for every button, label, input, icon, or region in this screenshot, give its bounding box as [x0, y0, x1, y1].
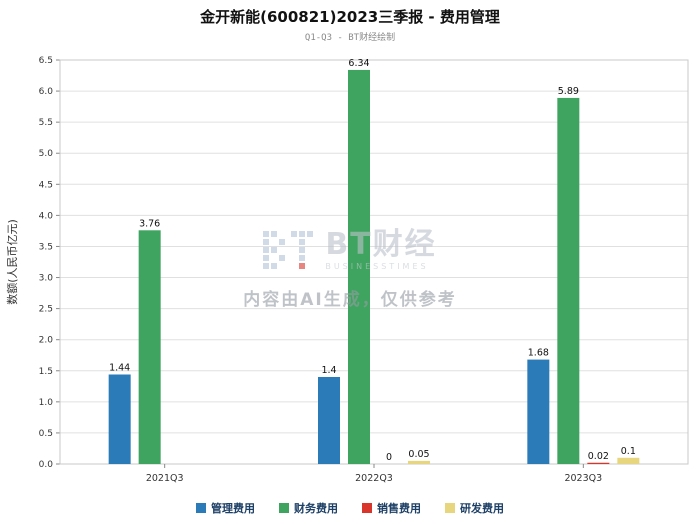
legend-swatch: [196, 503, 206, 513]
legend-item-0: 管理费用: [196, 500, 255, 516]
legend-item-1: 财务费用: [279, 500, 338, 516]
bar-value-label: 1.44: [109, 362, 130, 373]
y-tick-label: 3.0: [39, 274, 54, 284]
bar-value-label: 0.05: [408, 449, 429, 460]
y-tick-label: 3.5: [39, 242, 53, 252]
y-tick-label: 0.5: [39, 429, 53, 439]
legend-swatch: [362, 503, 372, 513]
bar-value-label: 5.89: [558, 86, 579, 97]
legend-label: 财务费用: [294, 502, 338, 515]
legend-item-2: 销售费用: [362, 500, 421, 516]
legend-label: 研发费用: [460, 502, 504, 515]
bar: [527, 359, 550, 464]
y-tick-label: 5.5: [39, 118, 53, 128]
legend-label: 销售费用: [377, 502, 421, 515]
x-tick-label: 2022Q3: [355, 473, 393, 484]
bar-value-label: 0.02: [588, 451, 609, 462]
x-tick-label: 2021Q3: [146, 473, 184, 484]
y-tick-label: 2.5: [39, 305, 53, 315]
chart-title: 金开新能(600821)2023三季报 - 费用管理: [200, 8, 500, 26]
y-tick-label: 2.0: [39, 336, 54, 346]
bar: [348, 69, 370, 464]
bar-value-label: 0: [386, 452, 392, 463]
bar: [557, 97, 580, 464]
bar: [587, 462, 610, 464]
bar: [617, 457, 640, 464]
y-tick-label: 1.0: [39, 398, 54, 408]
bar: [408, 460, 430, 464]
bar-value-label: 0.1: [621, 446, 636, 457]
legend-item-3: 研发费用: [445, 500, 504, 516]
bar: [318, 376, 340, 464]
chart-legend: 管理费用 财务费用 销售费用 研发费用: [0, 500, 700, 516]
bar-value-label: 3.76: [139, 218, 160, 229]
y-tick-label: 1.5: [39, 367, 53, 377]
legend-swatch: [279, 503, 289, 513]
bar: [108, 374, 131, 464]
y-axis-label: 数额(人民币亿元): [6, 219, 19, 305]
bar-value-label: 6.34: [348, 58, 369, 69]
bar-value-label: 1.4: [321, 365, 336, 376]
y-tick-label: 6.0: [39, 87, 54, 97]
y-tick-label: 0.0: [39, 460, 54, 470]
bar: [138, 230, 161, 464]
legend-label: 管理费用: [211, 502, 255, 515]
bar-value-label: 1.68: [528, 348, 549, 359]
chart-subtitle: Q1-Q3 - BT财经绘制: [304, 33, 396, 43]
y-tick-label: 6.5: [39, 56, 53, 66]
y-tick-label: 4.0: [39, 211, 54, 221]
y-tick-label: 4.5: [39, 180, 53, 190]
legend-swatch: [445, 503, 455, 513]
y-tick-label: 5.0: [39, 149, 54, 159]
bar-chart-canvas: 0.0 0.5 1.0 1.5 2.0 2.5 3.0 3.5 4.0 4.5 5.0 5.5 6.0 6…: [6, 56, 689, 484]
x-tick-label: 2023Q3: [564, 473, 602, 484]
